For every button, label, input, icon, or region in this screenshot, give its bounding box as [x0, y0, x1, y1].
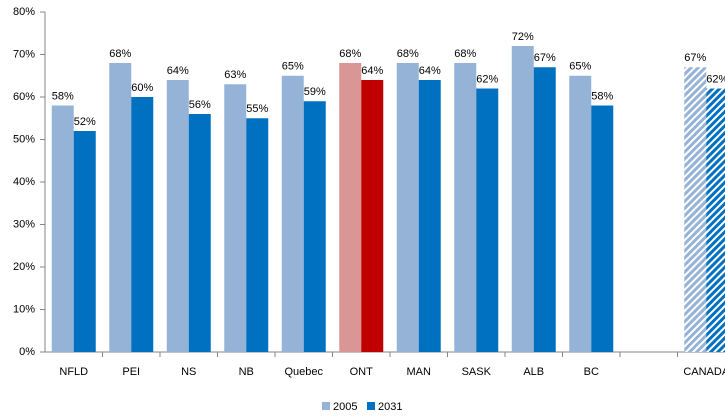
legend-swatch: [367, 402, 375, 410]
bar: [454, 63, 477, 352]
bar: [569, 75, 592, 352]
data-label: 68%: [339, 48, 361, 60]
bar: [396, 63, 419, 352]
bar: [706, 88, 725, 352]
y-tick-label: 50%: [13, 133, 35, 145]
data-label: 58%: [52, 90, 74, 102]
data-label: 68%: [397, 48, 419, 60]
data-label: 68%: [109, 48, 131, 60]
data-label: 56%: [189, 99, 211, 111]
x-tick-label: CANADA: [683, 366, 725, 378]
bar: [166, 80, 189, 352]
y-tick-label: 10%: [13, 303, 35, 315]
x-tick-label: ALB: [523, 366, 544, 378]
data-label: 64%: [167, 65, 189, 77]
y-tick-label: 30%: [13, 218, 35, 230]
data-label: 63%: [224, 69, 246, 81]
bar: [131, 97, 154, 352]
legend-label: 2005: [333, 401, 357, 413]
bar: [591, 105, 614, 352]
data-label: 67%: [684, 52, 706, 64]
bar: [188, 114, 211, 352]
data-label: 59%: [304, 86, 326, 98]
x-tick-label: SASK: [462, 366, 492, 378]
data-label: 72%: [512, 31, 534, 43]
y-tick-label: 40%: [13, 176, 35, 188]
bar: [73, 131, 96, 352]
bar: [533, 67, 556, 352]
bar: [684, 67, 707, 352]
x-tick-label: Quebec: [284, 366, 323, 378]
data-label: 68%: [454, 48, 476, 60]
bar: [109, 63, 132, 352]
y-tick-label: 60%: [13, 91, 35, 103]
data-label: 60%: [131, 82, 153, 94]
x-tick-label: PEI: [122, 366, 140, 378]
bar: [224, 84, 247, 352]
y-tick-label: 20%: [13, 261, 35, 273]
data-label: 64%: [419, 65, 441, 77]
x-tick-label: MAN: [407, 366, 432, 378]
bar: [246, 118, 269, 352]
bar: [51, 105, 74, 352]
bar: [476, 88, 499, 352]
bar: [511, 46, 534, 352]
bar: [418, 80, 441, 352]
legend-swatch: [322, 402, 330, 410]
x-tick-label: NFLD: [59, 366, 88, 378]
legend-label: 2031: [378, 401, 402, 413]
data-label: 65%: [282, 61, 304, 73]
data-label: 67%: [534, 52, 556, 64]
x-tick-label: NS: [181, 366, 196, 378]
x-tick-label: NB: [239, 366, 254, 378]
x-tick-label: ONT: [350, 366, 374, 378]
data-label: 62%: [706, 73, 725, 85]
bar: [281, 75, 304, 352]
data-label: 58%: [591, 90, 613, 102]
x-tick-label: BC: [584, 366, 599, 378]
data-label: 62%: [476, 73, 498, 85]
data-label: 65%: [569, 61, 591, 73]
data-label: 52%: [74, 116, 96, 128]
data-label: 55%: [246, 103, 268, 115]
data-label: 64%: [361, 65, 383, 77]
bar: [339, 63, 362, 352]
y-tick-label: 0%: [19, 346, 35, 358]
y-tick-label: 70%: [13, 48, 35, 60]
y-tick-label: 80%: [13, 6, 35, 18]
bar: [361, 80, 384, 352]
bar: [303, 101, 326, 352]
